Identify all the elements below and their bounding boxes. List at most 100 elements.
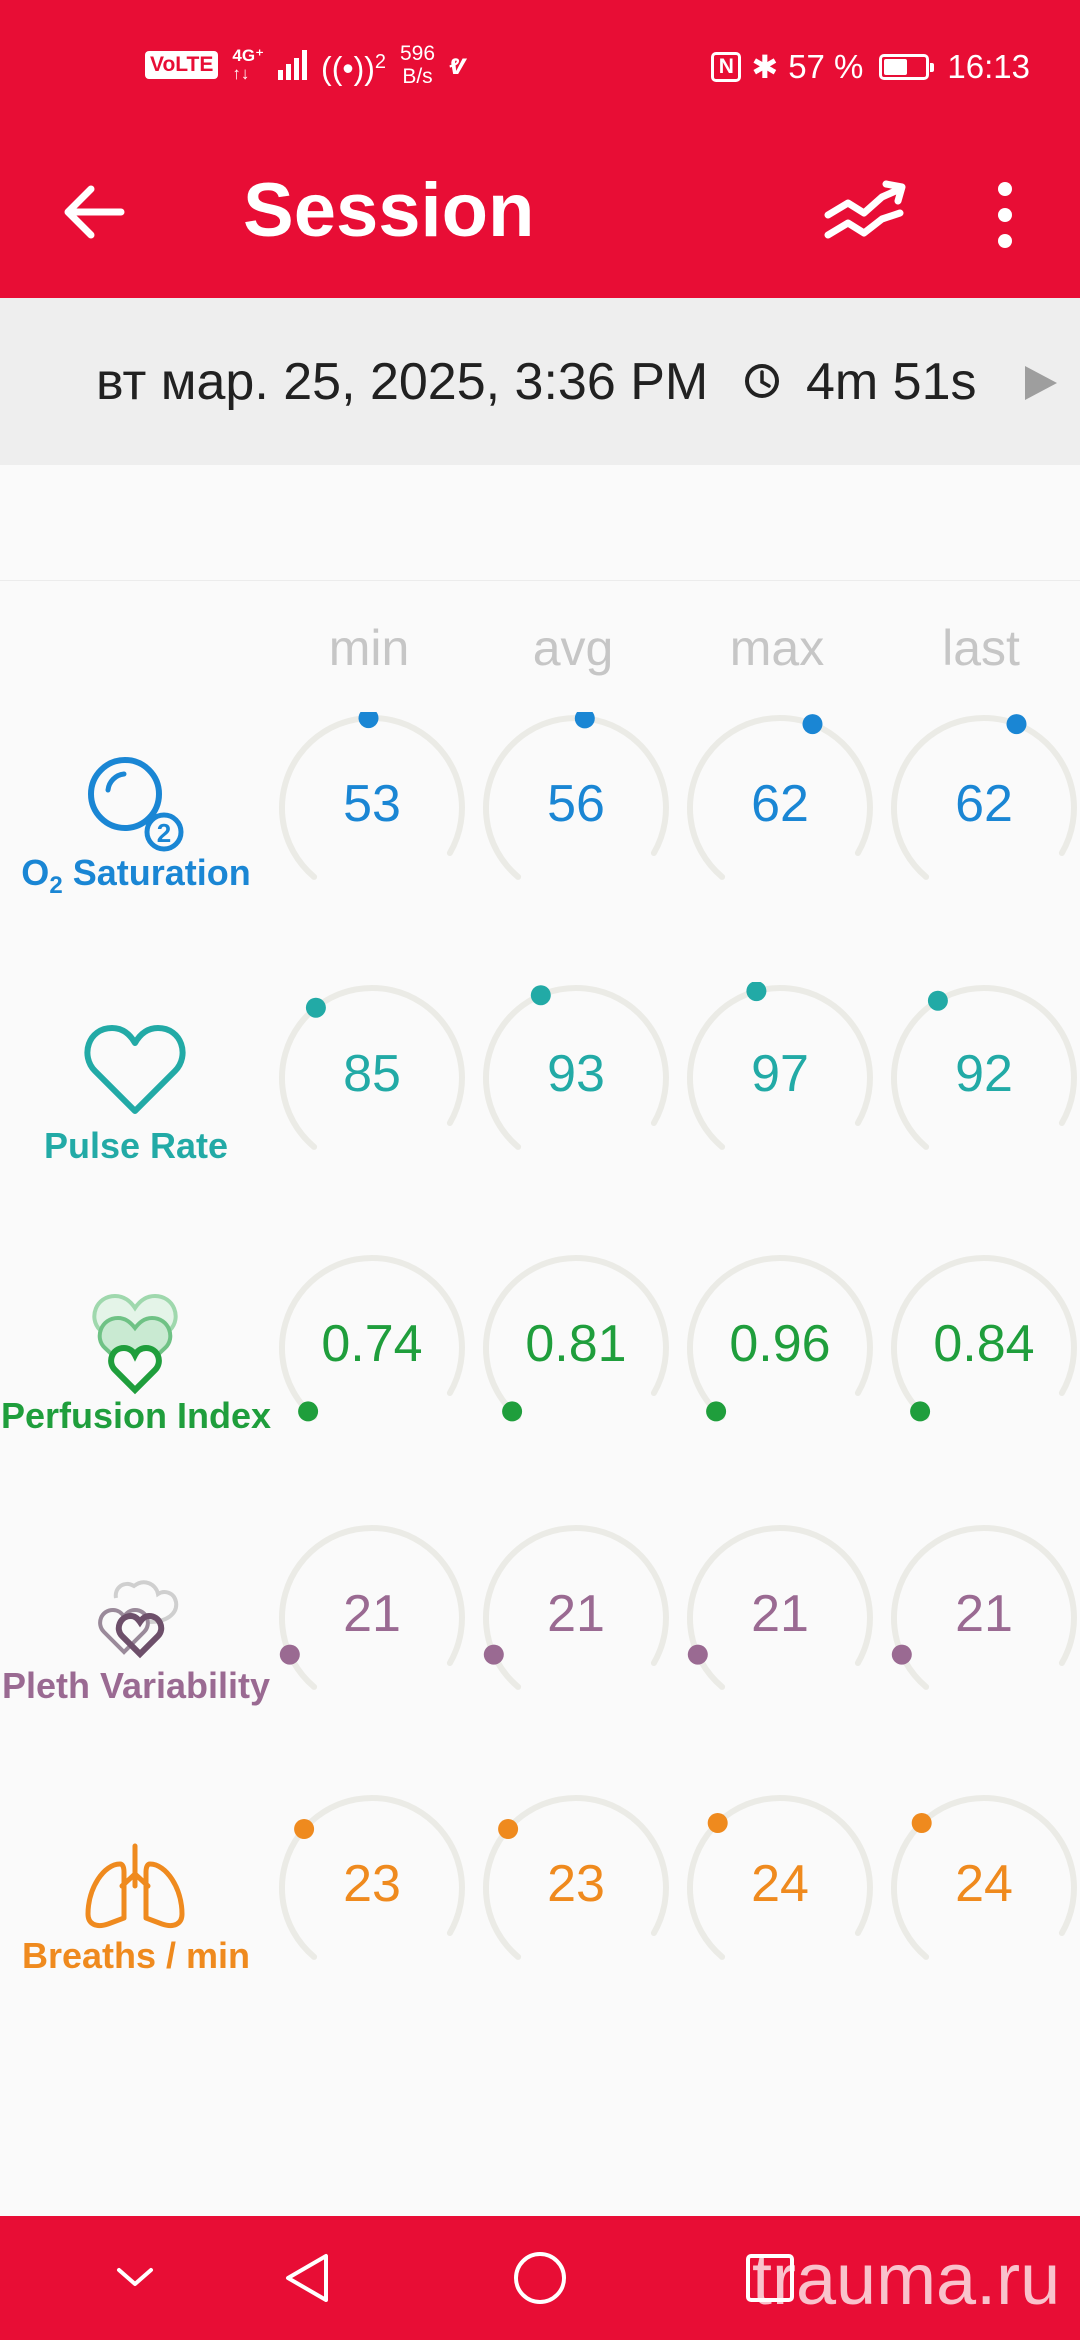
gauge-arc xyxy=(890,1794,1077,1960)
gauge-indicator-dot xyxy=(707,1813,728,1833)
gauge-value: 56 xyxy=(547,775,605,833)
gauge-max: 24 xyxy=(678,1792,882,1972)
gauge-last: 92 xyxy=(882,982,1080,1162)
gauge-avg: 93 xyxy=(474,982,678,1162)
navigation-bar xyxy=(0,2216,1080,2340)
gauge-arc xyxy=(686,1524,873,1690)
heart-icon xyxy=(84,1025,186,1114)
o2-saturation-icon: 2 xyxy=(88,757,184,852)
status-left: VoLTE 4G⁺ ↑↓ ((•))2 596 B/s ⱴ xyxy=(145,40,466,90)
gauge-indicator-dot xyxy=(891,1644,912,1665)
gauge-value: 62 xyxy=(955,775,1013,833)
back-button[interactable] xyxy=(55,172,135,252)
gauge-indicator-dot xyxy=(358,712,379,729)
trend-compare-icon xyxy=(824,180,906,239)
gauge-avg: 0.81 xyxy=(474,1252,678,1432)
metric-label-perfusion-index: Perfusion Index xyxy=(0,1395,272,1436)
column-header-min: min xyxy=(328,620,410,676)
gauge-indicator-dot xyxy=(802,714,823,735)
gauge-arc xyxy=(278,984,465,1150)
gauge-value: 0.81 xyxy=(525,1315,627,1373)
watermark: trauma.ru xyxy=(752,2240,1061,2320)
app-notification-icon: ⱴ xyxy=(449,48,466,81)
square-recents-icon[interactable] xyxy=(730,2238,810,2318)
gauge-indicator-dot xyxy=(498,1819,519,1839)
gauge-min: 23 xyxy=(270,1792,474,1972)
gauge-value: 0.74 xyxy=(321,1315,423,1373)
circle-home-icon[interactable] xyxy=(500,2238,580,2318)
gauge-indicator-dot xyxy=(910,1401,931,1422)
status-time: 16:13 xyxy=(947,48,1030,85)
gauge-indicator-dot xyxy=(687,1644,708,1665)
gauge-arc xyxy=(686,982,873,1150)
compare-trends-button[interactable] xyxy=(820,167,915,262)
signal-icon xyxy=(278,50,308,80)
gauge-avg: 21 xyxy=(474,1522,678,1702)
divider xyxy=(0,580,1080,581)
column-header-last: last xyxy=(942,620,1020,676)
gauge-value: 62 xyxy=(751,775,809,833)
metric-label-pleth-variability: Pleth Variability xyxy=(1,1665,271,1706)
gauge-value: 53 xyxy=(343,775,401,833)
gauge-arc xyxy=(482,1794,669,1960)
chevron-down-icon[interactable] xyxy=(95,2238,175,2318)
status-right: N ✱ 57 % 16:13 xyxy=(711,42,1030,92)
gauge-last: 24 xyxy=(882,1792,1080,1972)
triangle-back-icon[interactable] xyxy=(270,2238,350,2318)
gauge-value: 24 xyxy=(955,1855,1013,1913)
gauge-arc xyxy=(686,714,873,880)
app-bar: Session xyxy=(0,132,1080,298)
more-options-button[interactable] xyxy=(980,167,1030,262)
hotspot-icon: ((•))2 xyxy=(321,50,386,87)
network-type: 4G⁺ ↑↓ xyxy=(232,46,265,83)
more-vert-icon xyxy=(998,182,1012,248)
session-duration: 4m 51s xyxy=(806,353,977,411)
gauge-value: 0.84 xyxy=(933,1315,1035,1373)
gauge-indicator-dot xyxy=(927,990,948,1011)
gauge-indicator-dot xyxy=(298,1401,319,1422)
gauge-avg: 56 xyxy=(474,712,678,892)
gauge-arc xyxy=(890,1524,1077,1690)
metric-label-breaths-per-min: Breaths / min xyxy=(21,1935,251,1976)
gauge-value: 92 xyxy=(955,1045,1013,1103)
page-title: Session xyxy=(243,168,535,253)
gauge-indicator-dot xyxy=(483,1644,504,1665)
gauge-value: 21 xyxy=(955,1585,1013,1643)
gauge-min: 85 xyxy=(270,982,474,1162)
bluetooth-icon: ✱ xyxy=(751,49,779,85)
gauge-indicator-dot xyxy=(1006,714,1027,735)
gauge-arc xyxy=(278,1524,465,1690)
gauge-arc xyxy=(482,1524,669,1690)
gauge-indicator-dot xyxy=(911,1813,932,1833)
metric-label-pulse-rate: Pulse Rate xyxy=(43,1125,229,1166)
gauge-max: 0.96 xyxy=(678,1252,882,1432)
pleth-variability-icon xyxy=(98,1580,179,1659)
gauge-arc xyxy=(482,984,669,1150)
gauge-min: 21 xyxy=(270,1522,474,1702)
status-bar: VoLTE 4G⁺ ↑↓ ((•))2 596 B/s ⱴ N ✱ 57 % 1… xyxy=(0,0,1080,132)
gauge-arc xyxy=(686,1794,873,1960)
gauge-max: 21 xyxy=(678,1522,882,1702)
gauge-value: 23 xyxy=(343,1855,401,1913)
gauge-last: 21 xyxy=(882,1522,1080,1702)
svg-text:2: 2 xyxy=(157,818,171,848)
gauge-indicator-dot xyxy=(746,982,767,1002)
arrow-back-icon xyxy=(64,185,125,239)
gauge-last: 62 xyxy=(882,712,1080,892)
play-icon[interactable] xyxy=(1015,358,1065,408)
gauge-arc xyxy=(278,712,465,880)
gauge-arc xyxy=(890,1254,1077,1422)
gauge-arc xyxy=(278,1254,465,1422)
battery-percent: 57 % xyxy=(788,48,864,85)
gauge-value: 85 xyxy=(343,1045,401,1103)
gauge-indicator-dot xyxy=(279,1644,300,1665)
session-date: вт мар. 25, 2025, 3:36 PM xyxy=(96,353,709,411)
clock-icon xyxy=(745,364,779,398)
gauge-indicator-dot xyxy=(530,985,551,1006)
gauge-arc xyxy=(278,1794,465,1960)
gauge-last: 0.84 xyxy=(882,1252,1080,1432)
network-speed: 596 B/s xyxy=(400,42,436,88)
gauge-min: 0.74 xyxy=(270,1252,474,1432)
gauge-value: 97 xyxy=(751,1045,809,1103)
gauge-value: 21 xyxy=(343,1585,401,1643)
